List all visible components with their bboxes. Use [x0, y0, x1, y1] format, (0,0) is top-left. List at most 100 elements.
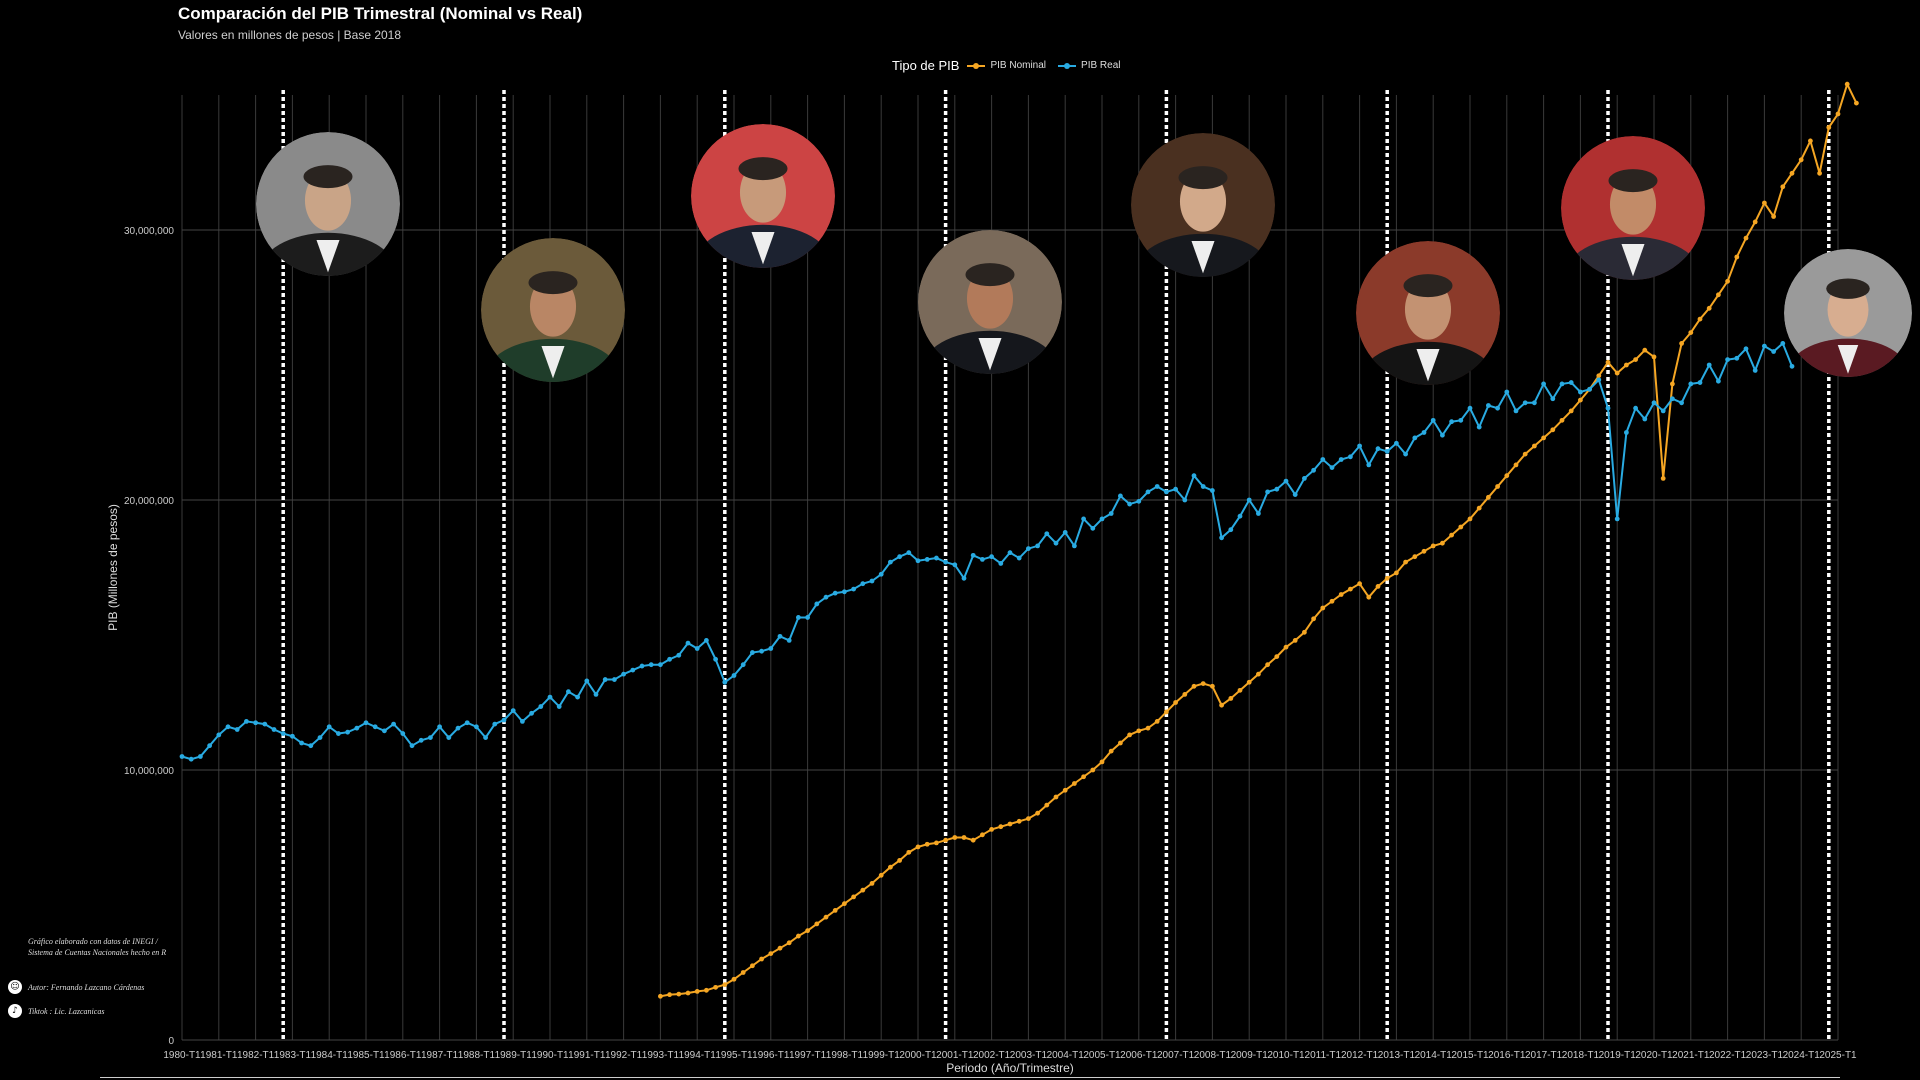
- data-point: [1062, 530, 1068, 535]
- data-point: [786, 940, 792, 946]
- legend-item-nominal: PIB Nominal: [967, 60, 1046, 71]
- data-point: [1716, 292, 1721, 298]
- data-point: [1559, 381, 1565, 387]
- x-tick-label: 1987-T1: [421, 1050, 459, 1061]
- data-point: [1302, 629, 1307, 635]
- data-point: [1081, 516, 1086, 522]
- legend-item-real: PIB Real: [1058, 60, 1121, 71]
- data-point: [1421, 548, 1427, 554]
- data-point: [593, 692, 599, 697]
- data-point: [805, 615, 810, 620]
- data-point: [667, 656, 672, 662]
- data-point: [897, 858, 902, 863]
- data-point: [234, 727, 240, 732]
- data-point: [1099, 516, 1105, 522]
- data-point: [225, 724, 231, 730]
- data-point: [1256, 511, 1261, 516]
- data-point: [851, 894, 856, 900]
- data-point: [1394, 440, 1399, 446]
- data-point: [244, 719, 249, 724]
- portrait-2-icon: [481, 238, 625, 382]
- x-tick-label: 2011-T1: [1305, 1050, 1342, 1061]
- data-point: [1614, 370, 1620, 376]
- data-point: [1679, 400, 1684, 406]
- data-point: [1467, 405, 1473, 411]
- data-point: [1016, 818, 1022, 824]
- data-point: [1541, 435, 1546, 441]
- data-point: [1007, 821, 1013, 827]
- data-point: [1578, 397, 1583, 403]
- data-point: [382, 728, 387, 734]
- data-point: [1154, 484, 1160, 489]
- x-tick-label: 2022-T1: [1709, 1050, 1747, 1061]
- data-point: [1384, 449, 1390, 454]
- data-point: [1651, 354, 1657, 360]
- data-point: [915, 844, 921, 850]
- data-point: [1550, 396, 1556, 402]
- data-point: [188, 756, 194, 762]
- data-point: [1053, 794, 1059, 800]
- data-point: [1237, 687, 1243, 693]
- data-point: [1210, 488, 1215, 493]
- data-point: [612, 677, 617, 682]
- data-point: [1136, 498, 1142, 504]
- data-point: [1532, 443, 1537, 449]
- data-point: [750, 650, 755, 655]
- data-point: [658, 662, 663, 668]
- data-point: [952, 835, 958, 840]
- data-point: [363, 720, 369, 726]
- data-point: [924, 841, 930, 847]
- x-tick-label: 1986-T1: [384, 1050, 422, 1061]
- data-point: [1329, 598, 1335, 604]
- data-point: [556, 704, 562, 709]
- data-point: [1191, 683, 1197, 689]
- legend: Tipo de PIB PIB Nominal PIB Real: [892, 58, 1133, 73]
- data-point: [777, 633, 783, 639]
- data-point: [1348, 454, 1353, 460]
- data-point: [961, 575, 967, 581]
- data-point: [694, 989, 700, 994]
- data-point: [980, 832, 985, 838]
- data-point: [759, 956, 764, 962]
- data-point: [566, 689, 571, 695]
- x-tick-label: 1999-T1: [863, 1050, 901, 1061]
- data-point: [1550, 427, 1556, 433]
- data-point: [299, 740, 304, 746]
- data-point: [796, 933, 801, 939]
- data-point: [529, 710, 534, 716]
- data-point: [823, 914, 829, 920]
- x-tick-label: 2013-T1: [1378, 1050, 1416, 1061]
- data-point: [1219, 535, 1224, 541]
- data-point: [492, 721, 498, 727]
- x-tick-label: 2024-T1: [1783, 1050, 1821, 1061]
- data-point: [1743, 235, 1749, 241]
- data-point: [713, 656, 718, 662]
- data-point: [676, 652, 682, 658]
- data-point: [520, 719, 525, 724]
- data-point: [547, 694, 553, 700]
- x-tick-label: 2002-T1: [973, 1050, 1011, 1061]
- data-point: [851, 586, 856, 592]
- data-point: [1798, 157, 1804, 163]
- data-point: [1697, 380, 1703, 385]
- data-point: [1320, 605, 1326, 611]
- data-point: [1854, 100, 1859, 106]
- x-tick-label: 2005-T1: [1083, 1050, 1121, 1061]
- data-point: [1697, 316, 1703, 322]
- data-point: [1660, 408, 1666, 414]
- author-credit: ☺ Autor: Fernando Lazcano Cárdenas: [8, 980, 144, 994]
- data-point: [823, 594, 829, 600]
- data-point: [1292, 638, 1298, 643]
- x-tick-label: 2018-T1: [1562, 1050, 1600, 1061]
- data-point: [1035, 810, 1040, 816]
- data-point: [1182, 497, 1188, 503]
- data-point: [970, 552, 976, 558]
- data-point: [1486, 403, 1491, 408]
- data-point: [694, 646, 700, 651]
- data-point: [934, 555, 939, 561]
- data-point: [501, 717, 507, 723]
- data-point: [1302, 476, 1307, 481]
- data-point: [740, 662, 746, 668]
- data-point: [786, 638, 792, 643]
- x-tick-label: 2000-T1: [899, 1050, 937, 1061]
